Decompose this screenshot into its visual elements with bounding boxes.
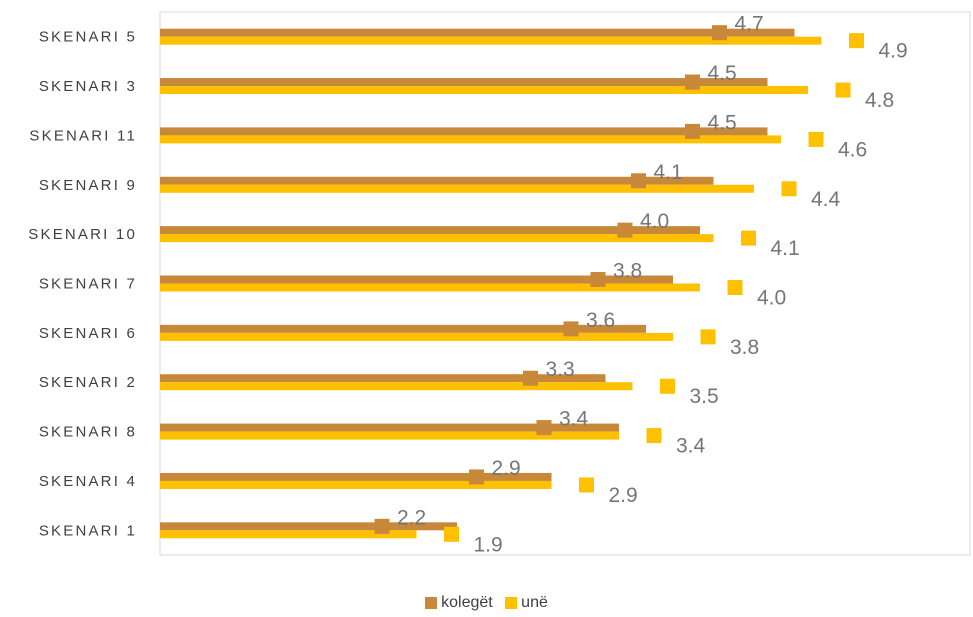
category-label-skenari-4: SKENARI 4 <box>39 473 137 490</box>
category-label-skenari-6: SKENARI 6 <box>39 325 137 342</box>
marker-koleget-skenari-7 <box>590 272 606 287</box>
bar-une-skenari-10 <box>160 234 714 243</box>
bars-layer <box>160 28 822 539</box>
category-axis: SKENARI 5 SKENARI 3 SKENARI 11 SKENARI 9 SKE… <box>28 29 137 540</box>
data-label-une-skenari-9: 4.4 <box>811 188 841 211</box>
data-label-koleget-skenari-9: 4.1 <box>654 161 683 184</box>
legend-item-une: unë <box>505 594 548 612</box>
marker-koleget-skenari-6 <box>563 321 579 337</box>
data-label-koleget-skenari-5: 4.7 <box>735 13 764 36</box>
category-label-skenari-9: SKENARI 9 <box>39 177 137 194</box>
bar-une-skenari-9 <box>160 184 754 193</box>
marker-koleget-skenari-2 <box>523 370 538 386</box>
data-label-une-skenari-11: 4.6 <box>838 138 867 161</box>
marker-une-skenari-9 <box>781 181 797 197</box>
category-label-skenari-7: SKENARI 7 <box>39 276 137 293</box>
marker-koleget-skenari-10 <box>617 222 633 238</box>
data-label-une-skenari-2: 3.5 <box>690 385 719 408</box>
category-label-skenari-10: SKENARI 10 <box>28 226 137 243</box>
bar-une-skenari-2 <box>160 382 633 391</box>
marker-koleget-skenari-4 <box>469 469 484 485</box>
data-label-koleget-skenari-6: 3.6 <box>586 309 615 332</box>
category-label-skenari-8: SKENARI 8 <box>39 424 137 441</box>
bar-une-skenari-7 <box>160 283 700 292</box>
bar-koleget-skenari-2 <box>160 374 606 383</box>
marker-une-skenari-11 <box>808 131 824 147</box>
markers-layer <box>374 25 864 542</box>
bar-koleget-skenari-7 <box>160 275 673 284</box>
bar-koleget-skenari-10 <box>160 226 700 235</box>
legend-item-koleget: kolegët <box>425 594 493 612</box>
marker-une-skenari-10 <box>741 230 756 246</box>
category-label-skenari-3: SKENARI 3 <box>39 78 137 95</box>
data-label-une-skenari-4: 2.9 <box>609 484 638 507</box>
bar-koleget-skenari-8 <box>160 423 619 432</box>
category-label-skenari-5: SKENARI 5 <box>39 29 137 46</box>
bar-une-skenari-3 <box>160 86 808 95</box>
marker-une-skenari-5 <box>849 33 864 49</box>
legend-swatch-une <box>505 597 518 609</box>
data-label-une-skenari-1: 1.9 <box>474 533 503 556</box>
marker-koleget-skenari-3 <box>685 74 700 90</box>
data-label-koleget-skenari-1: 2.2 <box>397 506 426 529</box>
data-label-koleget-skenari-10: 4.0 <box>640 210 669 233</box>
marker-une-skenari-7 <box>727 280 743 295</box>
marker-koleget-skenari-8 <box>536 420 552 436</box>
data-label-une-skenari-8: 3.4 <box>676 435 706 458</box>
bar-koleget-skenari-9 <box>160 176 714 185</box>
legend: kolegët unë <box>0 594 973 614</box>
data-label-koleget-skenari-3: 4.5 <box>708 62 737 85</box>
category-label-skenari-1: SKENARI 1 <box>39 522 137 539</box>
data-label-une-skenari-7: 4.0 <box>757 287 786 310</box>
marker-une-skenari-4 <box>579 477 594 493</box>
category-label-skenari-11: SKENARI 11 <box>29 127 137 144</box>
legend-label-koleget: kolegët <box>441 594 493 611</box>
data-label-une-skenari-10: 4.1 <box>771 237 800 260</box>
bar-une-skenari-6 <box>160 332 673 341</box>
data-label-koleget-skenari-11: 4.5 <box>708 111 737 134</box>
labels-layer: 4.7 4.9 4.5 4.8 4.5 4.6 4.1 4.4 4.0 4.1 3.8 4.0 3.6 3… <box>397 13 908 557</box>
bar-koleget-skenari-6 <box>160 324 646 333</box>
bar-koleget-skenari-5 <box>160 28 795 37</box>
legend-label-une: unë <box>521 594 548 611</box>
marker-une-skenari-6 <box>700 329 716 345</box>
bar-une-skenari-11 <box>160 135 781 144</box>
bar-koleget-skenari-3 <box>160 78 768 87</box>
marker-koleget-skenari-9 <box>631 173 646 189</box>
bar-koleget-skenari-11 <box>160 127 768 136</box>
data-label-koleget-skenari-2: 3.3 <box>546 358 575 381</box>
marker-koleget-skenari-5 <box>712 25 727 41</box>
category-label-skenari-2: SKENARI 2 <box>39 374 137 391</box>
bar-une-skenari-5 <box>160 36 822 45</box>
bar-koleget-skenari-4 <box>160 472 552 481</box>
marker-une-skenari-3 <box>835 82 851 98</box>
marker-une-skenari-1 <box>444 526 459 542</box>
bar-koleget-skenari-1 <box>160 522 457 531</box>
data-label-une-skenari-5: 4.9 <box>879 40 908 63</box>
bar-une-skenari-1 <box>160 530 417 539</box>
bar-une-skenari-8 <box>160 431 619 440</box>
data-label-koleget-skenari-7: 3.8 <box>613 260 642 283</box>
marker-koleget-skenari-11 <box>685 123 700 139</box>
data-label-koleget-skenari-8: 3.4 <box>559 408 589 431</box>
data-label-koleget-skenari-4: 2.9 <box>492 457 521 480</box>
bar-une-skenari-4 <box>160 480 552 489</box>
marker-une-skenari-2 <box>660 378 675 394</box>
legend-swatch-koleget <box>425 597 438 609</box>
marker-koleget-skenari-1 <box>374 518 390 534</box>
data-label-une-skenari-3: 4.8 <box>865 89 894 112</box>
marker-une-skenari-8 <box>646 428 662 444</box>
data-label-une-skenari-6: 3.8 <box>730 336 759 359</box>
